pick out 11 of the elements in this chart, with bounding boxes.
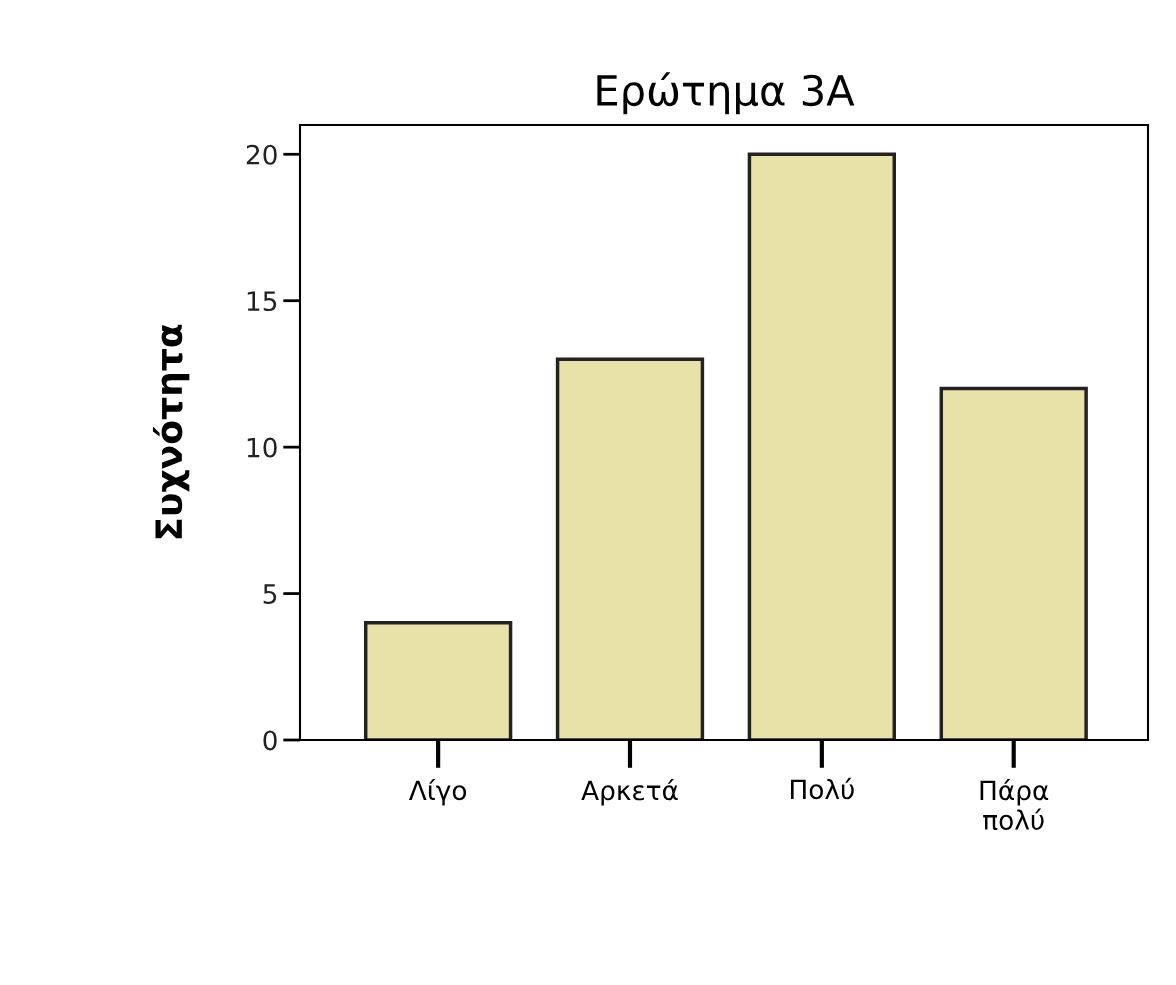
chart-title: Ερώτημα 3A xyxy=(597,72,855,115)
y-tick-label: 5 xyxy=(263,584,277,604)
y-tick-label: 15 xyxy=(247,291,277,312)
y-tick-label: 0 xyxy=(263,730,277,751)
y-tick-label: 20 xyxy=(246,144,277,165)
y-axis-title: Συχνότητα xyxy=(152,324,190,539)
x-tick-label: Αρκετά xyxy=(581,778,678,806)
x-tick-label: Πολύ xyxy=(791,777,854,800)
y-tick-label: 10 xyxy=(247,437,277,458)
x-tick-label: Λίγο xyxy=(408,778,467,806)
x-tick-label: Πάρα πολύ xyxy=(980,778,1049,831)
